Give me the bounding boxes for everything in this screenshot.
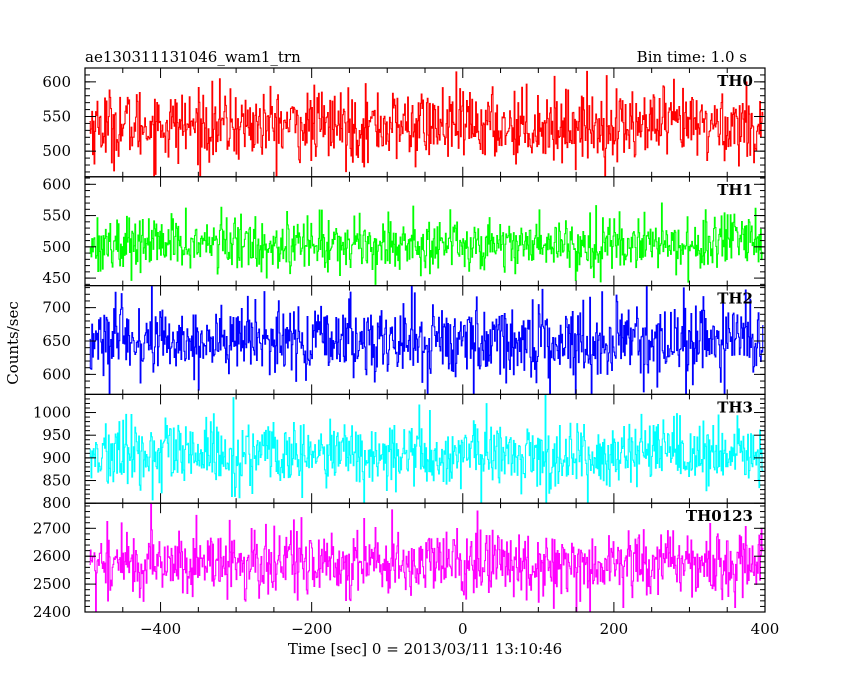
series-th1 bbox=[89, 202, 764, 285]
y-tick-label: 600 bbox=[42, 365, 71, 383]
y-tick-label: 1000 bbox=[33, 404, 71, 422]
y-tick-label: 950 bbox=[42, 426, 71, 444]
series-th0123 bbox=[89, 503, 764, 613]
y-tick-label: 500 bbox=[42, 238, 71, 256]
panel-th1: TH1 450 500 550 600 bbox=[42, 175, 766, 287]
y-tick-label: 500 bbox=[42, 142, 71, 160]
y-tick-label: 700 bbox=[42, 299, 71, 317]
series-th2 bbox=[89, 285, 764, 395]
panel-label: TH0 bbox=[717, 72, 753, 90]
bin-time-label: Bin time: 1.0 s bbox=[637, 48, 747, 66]
y-tick-label: 550 bbox=[42, 207, 71, 225]
panel-th0: TH0 500 550 600 bbox=[42, 67, 766, 178]
y-tick-label: 850 bbox=[42, 472, 71, 490]
panel-th2: TH2 600 650 700 bbox=[42, 285, 766, 396]
panels-group: TH0500550600TH1450500550600TH2600650700T… bbox=[33, 67, 766, 621]
panel-frame bbox=[84, 67, 766, 178]
series-th3 bbox=[89, 394, 764, 504]
x-axis: −400 −200 0 200 400 bbox=[140, 620, 779, 638]
x-tick-label: 0 bbox=[458, 620, 468, 638]
y-tick-label: 800 bbox=[42, 494, 71, 512]
y-tick-label: 600 bbox=[42, 73, 71, 91]
y-tick-label: 2400 bbox=[33, 603, 71, 621]
y-tick-label: 2700 bbox=[33, 519, 71, 537]
x-tick-label: −400 bbox=[140, 620, 181, 638]
y-axis-label: Counts/sec bbox=[4, 301, 22, 385]
y-tick-label: 2600 bbox=[33, 547, 71, 565]
panel-th3: TH3 800 850 900 950 1000 bbox=[33, 393, 766, 512]
x-tick-label: 400 bbox=[751, 620, 780, 638]
y-tick-label: 900 bbox=[42, 449, 71, 467]
x-axis-label: Time [sec] 0 = 2013/03/11 13:10:46 bbox=[288, 640, 562, 658]
panel-th0123: TH0123 2400 2500 2600 2700 bbox=[33, 502, 766, 621]
x-tick-label: 200 bbox=[600, 620, 629, 638]
y-tick-label: 2500 bbox=[33, 575, 71, 593]
series-th0 bbox=[89, 70, 764, 177]
y-tick-label: 550 bbox=[42, 108, 71, 126]
panel-label: TH2 bbox=[717, 290, 753, 308]
y-tick-label: 650 bbox=[42, 332, 71, 350]
x-tick-label: −200 bbox=[291, 620, 332, 638]
panel-label: TH1 bbox=[717, 181, 753, 199]
y-tick-label: 450 bbox=[42, 269, 71, 287]
y-tick-label: 600 bbox=[42, 175, 71, 193]
panel-label: TH3 bbox=[717, 398, 753, 416]
plot-title: ae130311131046_wam1_trn bbox=[85, 48, 301, 66]
panel-label: TH0123 bbox=[686, 507, 753, 525]
